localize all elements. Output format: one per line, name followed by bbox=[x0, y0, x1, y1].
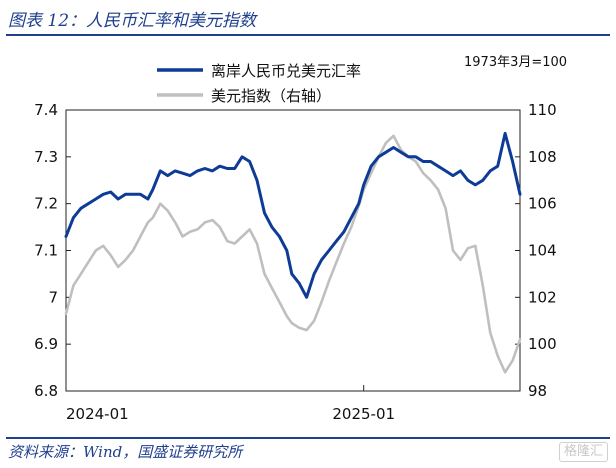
legend-label-cnh: 离岸人民币兑美元汇率 bbox=[211, 62, 361, 80]
index-base-note: 1973年3月=100 bbox=[464, 55, 567, 70]
series-line-dxy bbox=[64, 134, 522, 374]
left-tick-label: 7.4 bbox=[34, 101, 58, 119]
x-tick-label: 2025-01 bbox=[332, 405, 395, 423]
left-tick-label: 7.2 bbox=[34, 195, 58, 213]
right-tick-label: 100 bbox=[528, 335, 557, 353]
x-tick-label: 2024-01 bbox=[66, 405, 129, 423]
series-line-cnh bbox=[64, 131, 522, 299]
title-rule bbox=[6, 34, 610, 36]
legend-label-dxy: 美元指数（右轴） bbox=[211, 87, 331, 105]
right-tick-label: 104 bbox=[528, 242, 557, 260]
right-tick-label: 108 bbox=[528, 148, 557, 166]
right-tick-label: 110 bbox=[528, 101, 557, 119]
right-tick-label: 98 bbox=[528, 382, 547, 400]
figure-title: 图表 12：人民币汇率和美元指数 bbox=[8, 11, 257, 31]
right-tick-label: 102 bbox=[528, 288, 557, 306]
left-tick-label: 6.8 bbox=[34, 382, 58, 400]
right-tick-label: 106 bbox=[528, 195, 557, 213]
left-tick-label: 7.1 bbox=[34, 242, 58, 260]
left-tick-label: 7.3 bbox=[34, 148, 58, 166]
watermark-logo: 格隆汇 bbox=[558, 442, 608, 462]
left-tick-label: 6.9 bbox=[34, 335, 58, 353]
source-rule bbox=[6, 437, 610, 439]
source-note: 资料来源：Wind，国盛证券研究所 bbox=[8, 443, 243, 461]
left-tick-label: 7 bbox=[48, 288, 58, 306]
